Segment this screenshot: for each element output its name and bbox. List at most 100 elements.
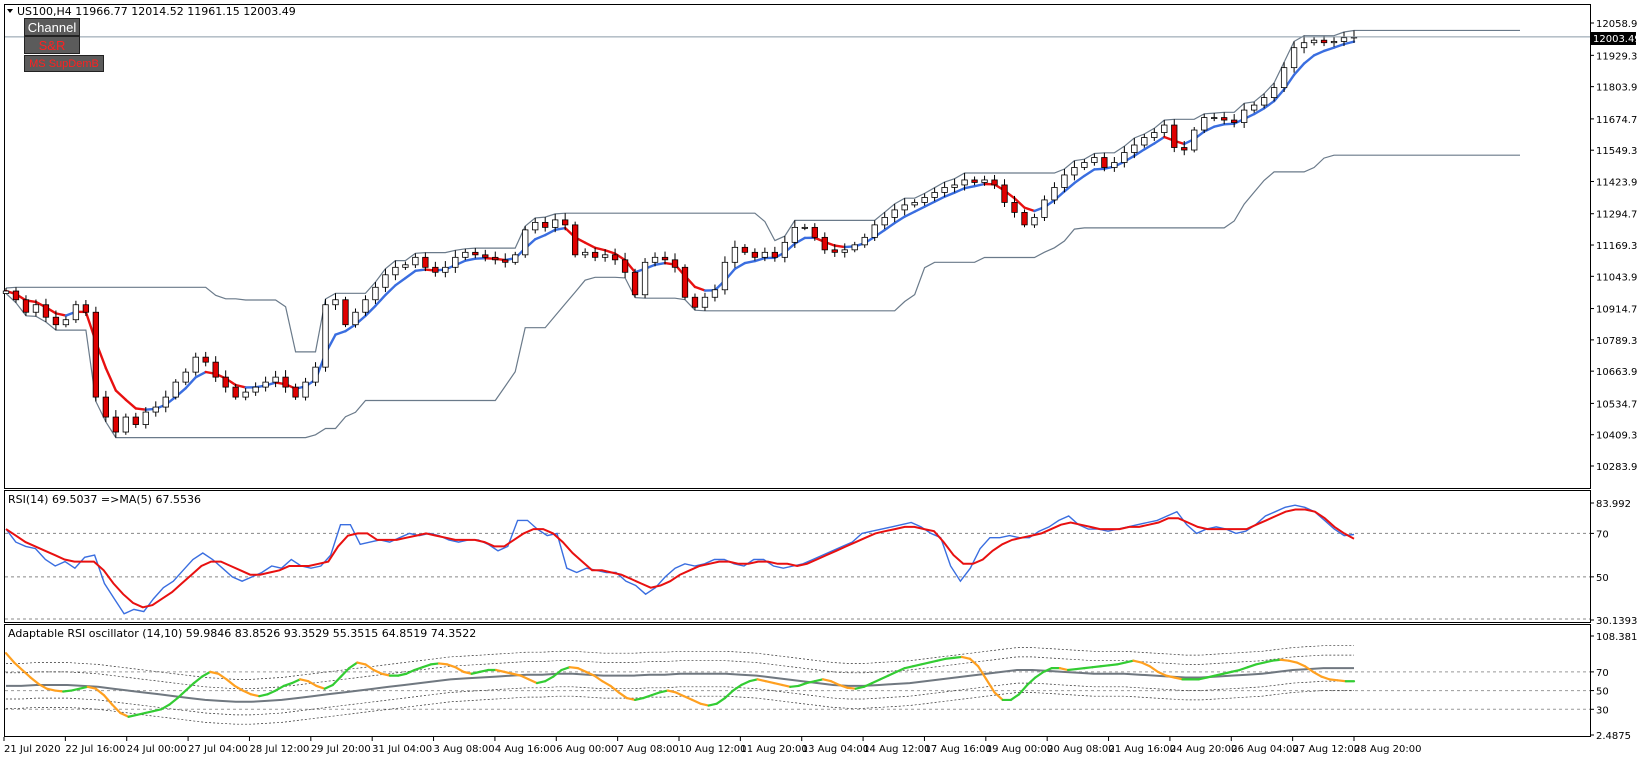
candle-body xyxy=(532,221,539,231)
arsi-oscillator-segment xyxy=(732,683,743,692)
candle-body xyxy=(1310,39,1318,44)
arsi-oscillator-segment xyxy=(552,668,563,678)
candle-body xyxy=(362,299,369,313)
arsi-oscillator-segment xyxy=(503,670,514,675)
candle-body xyxy=(472,251,479,256)
candle-body xyxy=(961,179,968,186)
arsi-oscillator-segment xyxy=(331,675,343,687)
price-tick-label: 11043.90 xyxy=(1596,272,1637,283)
channel-mid-segment xyxy=(1252,107,1266,116)
sr-button[interactable]: S&R xyxy=(24,36,80,54)
arsi-oscillator-segment xyxy=(111,703,122,715)
candle-body xyxy=(252,386,259,393)
arsi-oscillator-segment xyxy=(127,713,138,718)
candle-body xyxy=(212,361,219,378)
candle-body xyxy=(52,316,60,326)
arsi-oscillator-segment xyxy=(756,678,767,683)
price-tick-label: 11294.70 xyxy=(1596,210,1637,221)
arsi-oscillator-segment xyxy=(772,682,784,687)
arsi-oscillator-segment xyxy=(102,694,114,706)
channel-mid-segment xyxy=(184,376,197,390)
channel-button[interactable]: Channel xyxy=(24,18,80,36)
arsi-oscillator-segment xyxy=(290,678,302,685)
time-tick-label: 14 Aug 12:00 xyxy=(863,744,930,755)
arsi-oscillator-segment xyxy=(830,680,841,687)
candle-body xyxy=(1051,187,1058,201)
candle-body xyxy=(1211,117,1218,119)
channel-mid-segment xyxy=(1222,122,1236,126)
time-tick-label: 17 Aug 16:00 xyxy=(924,744,991,755)
arsi-oscillator-segment xyxy=(495,668,506,673)
arsi-oscillator-segment xyxy=(4,652,16,664)
channel-mid-segment xyxy=(883,221,896,232)
arsi-oscillator-segment xyxy=(952,655,963,659)
time-tick-label: 13 Aug 04:00 xyxy=(802,744,869,755)
channel-mid-segment xyxy=(1213,123,1226,128)
channel-mid-segment xyxy=(1322,46,1336,53)
time-tick-label: 28 Aug 20:00 xyxy=(1354,744,1421,755)
arsi-oscillator-segment xyxy=(919,661,931,666)
arsi-tick-label: 50 xyxy=(1596,687,1609,698)
arsi-oscillator-segment xyxy=(53,689,65,693)
candle-body xyxy=(462,251,469,258)
candle-body xyxy=(981,179,988,183)
channel-mid-segment xyxy=(693,285,707,292)
candle-body xyxy=(581,251,589,256)
candle-body xyxy=(452,256,459,268)
arsi-oscillator-segment xyxy=(454,666,465,673)
candle-body xyxy=(102,396,109,418)
arsi-oscillator-segment xyxy=(544,675,555,683)
channel-mid-segment xyxy=(544,228,557,237)
channel-mid-segment xyxy=(1143,142,1156,151)
channel-mid-segment xyxy=(1312,49,1326,57)
channel-lower-line xyxy=(5,154,1354,439)
channel-mid-segment xyxy=(1013,197,1026,209)
arsi-oscillator-segment xyxy=(911,663,923,668)
candle-body xyxy=(631,271,639,296)
candle-body xyxy=(32,304,40,313)
arsi-oscillator-segment xyxy=(862,682,874,688)
arsi-oscillator-segment xyxy=(225,678,236,688)
price-tick-label: 11674.70 xyxy=(1596,115,1637,126)
channel-mid-segment xyxy=(54,312,68,317)
channel-mid-segment xyxy=(923,200,936,208)
candle-body xyxy=(1260,97,1268,106)
channel-mid-segment xyxy=(1093,167,1106,171)
candle-body xyxy=(1231,119,1238,123)
candle-body xyxy=(562,219,569,226)
price-tick-label: 10663.90 xyxy=(1596,367,1637,378)
time-tick-label: 22 Jul 16:00 xyxy=(65,744,125,755)
channel-mid-segment xyxy=(1292,62,1306,76)
arsi-oscillator-segment xyxy=(1009,693,1021,702)
arsi-oscillator-segment xyxy=(593,674,604,683)
candle-body xyxy=(1151,132,1158,138)
candle-body xyxy=(292,386,299,398)
channel-mid-segment xyxy=(1332,42,1346,49)
candle-body xyxy=(641,261,649,296)
arsi-oscillator-segment xyxy=(437,662,449,666)
arsi-oscillator-segment xyxy=(977,665,988,681)
time-tick-label: 7 Aug 08:00 xyxy=(618,744,679,755)
arsi-oscillator-segment xyxy=(241,689,253,696)
arsi-oscillator-segment xyxy=(699,702,710,707)
candle-body xyxy=(1270,87,1278,98)
arsi-oscillator-segment xyxy=(13,661,24,672)
arsi-oscillator-segment xyxy=(356,661,367,666)
channel-mid-segment xyxy=(653,261,667,266)
current-price-label: 12003.49 xyxy=(1593,34,1637,45)
arsi-oscillator-segment xyxy=(470,670,481,675)
time-tick-label: 27 Jul 04:00 xyxy=(188,744,248,755)
candle-body xyxy=(901,204,908,211)
arsi-tick-label: 30 xyxy=(1596,705,1609,716)
supdem-button[interactable]: MS SupDemB xyxy=(24,55,104,72)
arsi-oscillator-segment xyxy=(1328,678,1339,682)
main-pane-frame xyxy=(4,4,1591,489)
candle-body xyxy=(1121,152,1128,163)
dropdown-triangle-icon[interactable] xyxy=(7,9,13,13)
arsi-oscillator-segment xyxy=(184,682,196,692)
arsi-oscillator-segment xyxy=(691,698,702,705)
arsi-oscillator-segment xyxy=(266,689,277,696)
arsi-oscillator-segment xyxy=(348,661,359,670)
arsi-oscillator-segment xyxy=(160,703,171,711)
candle-body xyxy=(492,256,499,261)
